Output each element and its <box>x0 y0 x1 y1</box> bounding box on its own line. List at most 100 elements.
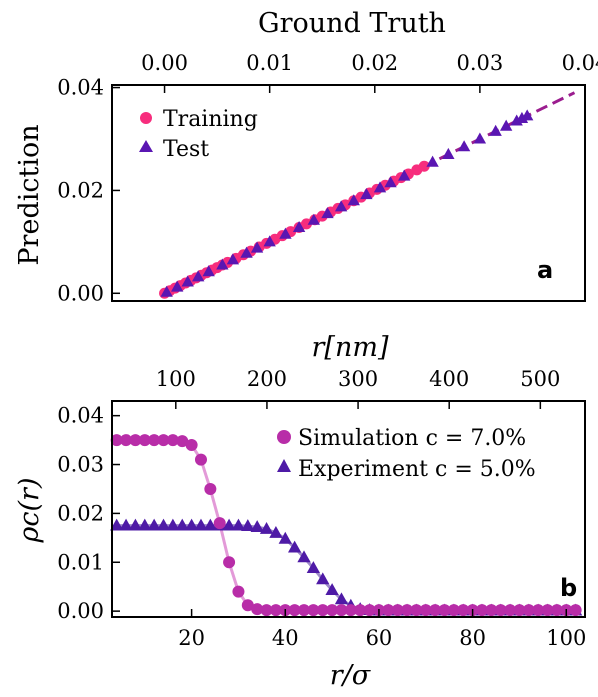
top-x-tick-label: 100 <box>156 367 196 391</box>
simulation-point <box>550 604 563 617</box>
test-point <box>489 124 502 136</box>
test-point <box>250 241 264 253</box>
experiment-point <box>316 572 330 585</box>
simulation-point <box>447 604 460 617</box>
simulation-point <box>419 604 432 617</box>
top-x-tick-label: 0.03 <box>457 51 504 75</box>
top-x-tick-label: 0.04 <box>562 51 598 75</box>
experiment-point <box>241 519 255 532</box>
experiment-point <box>110 518 124 531</box>
simulation-point <box>326 604 339 617</box>
simulation-point <box>232 585 245 598</box>
simulation-point <box>335 604 348 617</box>
test-point <box>192 270 205 282</box>
experiment-point <box>325 583 339 596</box>
test-point <box>457 140 471 152</box>
panel-b-y-axis-title: ρc(r) <box>14 478 45 544</box>
test-point <box>202 265 215 277</box>
top-x-tick-label: 400 <box>429 367 469 391</box>
y-tick-label: 0.01 <box>57 550 104 574</box>
simulation-point <box>129 434 142 447</box>
test-point <box>279 227 292 239</box>
simulation-point <box>185 438 198 451</box>
simulation-point <box>410 604 423 617</box>
top-x-tick-label: 500 <box>520 367 560 391</box>
top-x-tick-label: 0.01 <box>246 51 293 75</box>
top-x-tick-label: 300 <box>338 367 378 391</box>
simulation-point <box>307 604 320 617</box>
x-tick-label: 40 <box>272 626 299 650</box>
x-tick-label: 20 <box>178 626 205 650</box>
simulation-point <box>148 434 161 447</box>
legend-experiment-marker <box>277 459 291 472</box>
test-point <box>307 213 320 225</box>
test-point <box>521 109 534 121</box>
simulation-point <box>382 604 395 617</box>
legend-experiment-label: Experiment c = 5.0% <box>298 457 536 482</box>
simulation-point <box>522 604 535 617</box>
test-point <box>334 200 348 212</box>
test-point <box>263 235 276 247</box>
test-point <box>384 176 397 188</box>
training-point <box>300 218 312 230</box>
top-x-tick-label: 0.02 <box>351 51 398 75</box>
panel-a-frame <box>111 84 586 302</box>
simulation-point <box>513 604 526 617</box>
experiment-point <box>194 518 208 531</box>
simulation-point <box>223 556 236 569</box>
x-tick-label: 60 <box>366 626 393 650</box>
y-tick-label: 0.04 <box>57 76 104 100</box>
simulation-point <box>298 604 311 617</box>
panel-a-top-x-ticks: 0.00 0.01 0.02 0.03 0.04 <box>141 51 598 93</box>
simulation-point <box>166 434 179 447</box>
legend-test-label: Test <box>163 137 209 162</box>
test-point <box>426 155 439 167</box>
y-tick-label: 0.03 <box>57 453 104 477</box>
test-point <box>347 194 360 206</box>
experiment-point <box>306 561 321 574</box>
experiment-point <box>334 592 349 605</box>
simulation-point <box>457 604 470 617</box>
simulation-point <box>344 604 357 617</box>
test-point <box>499 119 513 131</box>
legend-training-label: Training <box>163 107 258 132</box>
simulation-point <box>429 604 442 617</box>
panel-a-y-ticks: 0.00 0.02 0.04 <box>57 76 120 305</box>
panel-b-x-ticks: 20 40 60 80 100 <box>178 609 586 650</box>
y-tick-label: 0.04 <box>57 404 104 428</box>
legend-training-marker <box>140 112 152 124</box>
panel-a: 0.00 0.01 0.02 0.03 0.04 0.00 0.02 0.04 Ground… <box>14 8 598 305</box>
experiment-point <box>259 522 274 534</box>
panel-a-legend: Training Test <box>139 107 258 162</box>
experiment-point <box>147 518 161 531</box>
simulation-point <box>494 604 507 617</box>
test-point <box>321 207 334 219</box>
simulation-point <box>569 604 582 617</box>
legend-simulation-marker <box>277 430 291 444</box>
legend-simulation-label: Simulation c = 7.0% <box>298 426 526 451</box>
simulation-point <box>260 604 273 617</box>
experiment-point <box>287 540 302 553</box>
simulation-point <box>316 604 329 617</box>
y-tick-label: 0.00 <box>57 599 104 623</box>
panel-b-y-ticks: 0.00 0.01 0.02 0.03 0.04 <box>57 404 120 623</box>
panel-b-top-x-ticks: 100 200 300 400 500 <box>156 367 560 409</box>
experiment-point <box>297 550 311 563</box>
panel-a-y-axis-title: Prediction <box>14 124 45 265</box>
test-point <box>292 220 306 233</box>
experiment-point <box>166 518 180 531</box>
simulation-point <box>120 434 133 447</box>
simulation-point <box>401 604 414 617</box>
simulation-point <box>213 517 226 530</box>
test-point <box>160 285 173 297</box>
panel-a-letter: a <box>537 256 553 284</box>
test-point <box>240 246 253 258</box>
experiment-point <box>231 518 246 531</box>
panel-b-marks <box>110 434 583 617</box>
panel-b-frame <box>111 400 586 618</box>
test-point <box>373 181 387 193</box>
experiment-point <box>278 531 292 544</box>
simulation-point <box>438 604 451 617</box>
simulation-point <box>391 604 404 617</box>
simulation-point <box>110 434 123 447</box>
